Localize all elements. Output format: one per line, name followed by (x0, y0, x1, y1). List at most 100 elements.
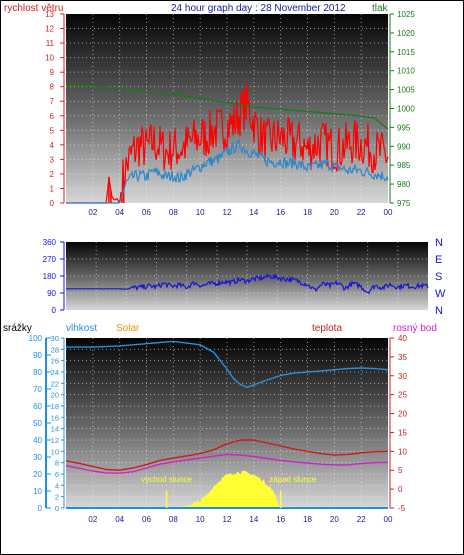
direction-tick-label: 0 (52, 306, 57, 315)
humidity-tick-label: 10 (51, 447, 59, 456)
dewpoint-axis-title: rosný bod (393, 323, 437, 334)
wind-time-tick-label: 12 (223, 208, 232, 217)
pressure-tick-label: 1000 (397, 105, 415, 114)
climate-chart: srážky vlhkost Solar teplota rosný bod 0… (3, 323, 437, 524)
climate-time-tick-label: 08 (169, 515, 178, 524)
compass-label: E (435, 254, 442, 266)
humidity-tick-label: 8 (55, 459, 59, 468)
compass-label: N (435, 305, 443, 317)
climate-time-tick-label: 12 (223, 515, 232, 524)
rain-tick-label: 80 (33, 368, 42, 377)
temperature-tick-label: 0 (398, 485, 403, 494)
rain-tick-label: 60 (33, 402, 42, 411)
humidity-tick-label: 26 (51, 357, 59, 366)
humidity-tick-label: 22 (51, 379, 59, 388)
humidity-tick-label: 28 (51, 345, 59, 354)
temperature-tick-label: 10 (398, 447, 407, 456)
wind-time-tick-label: 06 (142, 208, 151, 217)
climate-time-tick-label: 10 (196, 515, 205, 524)
climate-time-tick-label: 16 (276, 515, 285, 524)
wind-tick-label: 13 (45, 10, 54, 19)
pressure-tick-label: 980 (397, 180, 411, 189)
rain-tick-label: 20 (33, 470, 42, 479)
temperature-tick-label: 15 (398, 428, 407, 437)
wind-time-tick-label: 04 (115, 208, 124, 217)
humidity-tick-label: 18 (51, 402, 59, 411)
direction-gridlines (66, 242, 428, 310)
compass-label: W (435, 288, 446, 300)
pressure-line (65, 84, 389, 130)
wind-tick-label: 4 (50, 141, 55, 150)
humidity-tick-label: 24 (51, 368, 59, 377)
rain-tick-label: 90 (33, 351, 42, 360)
pressure-axis-title: tlak (372, 3, 389, 14)
climate-time-tick-label: 06 (142, 515, 151, 524)
humidity-tick-label: 30 (51, 334, 59, 343)
wind-pressure-chart: rychlost větru 24 hour graph day : 28 No… (4, 3, 415, 217)
pressure-tick-label: 1005 (397, 86, 415, 95)
rain-tick-label: 0 (38, 504, 43, 513)
temperature-tick-label: 30 (398, 372, 407, 381)
wind-tick-label: 7 (50, 97, 55, 106)
rain-tick-label: 10 (33, 487, 42, 496)
climate-time-tick-label: 00 (384, 515, 393, 524)
climate-gridlines (66, 338, 388, 508)
compass-label: S (435, 271, 442, 283)
rain-tick-label: 40 (33, 436, 42, 445)
rain-axis-title: srážky (3, 323, 32, 334)
wind-tick-label: 9 (50, 68, 55, 77)
wind-tick-label: 12 (45, 25, 54, 34)
pressure-tick-label: 995 (397, 123, 411, 132)
wind-time-tick-label: 02 (88, 208, 97, 217)
humidity-tick-label: 12 (51, 436, 59, 445)
direction-tick-label: 360 (43, 238, 57, 247)
climate-time-tick-label: 04 (115, 515, 124, 524)
pressure-tick-label: 985 (397, 161, 411, 170)
dewpoint-line (65, 453, 389, 474)
rain-tick-label: 70 (33, 385, 42, 394)
wind-time-tick-label: 22 (357, 208, 366, 217)
direction-tick-label: 90 (47, 289, 56, 298)
pressure-tick-label: 1010 (397, 67, 415, 76)
wind-tick-label: 10 (45, 54, 54, 63)
pressure-tick-label: 975 (397, 199, 411, 208)
climate-time-ticks: 02 04 06 08 10 12 14 16 18 20 22 00 (88, 515, 393, 524)
rain-tick-label: 50 (33, 419, 42, 428)
wind-time-tick-label: 20 (330, 208, 339, 217)
direction-series (66, 272, 429, 295)
pressure-tick-label: 990 (397, 142, 411, 151)
wind-time-tick-label: 14 (249, 208, 258, 217)
temperature-tick-label: 35 (398, 353, 407, 362)
humidity-tick-label: 0 (55, 504, 59, 513)
wind-tick-label: 5 (50, 126, 55, 135)
climate-time-tick-label: 14 (249, 515, 258, 524)
pressure-tick-label: 1015 (397, 48, 415, 57)
direction-tick-label: 180 (43, 272, 57, 281)
temperature-tick-label: -5 (398, 504, 406, 513)
temperature-tick-label: 40 (398, 334, 407, 343)
wind-tick-label: 0 (50, 199, 55, 208)
wind-time-tick-label: 00 (384, 208, 393, 217)
rain-axis-ticks: 0 10 20 30 40 50 60 70 80 90 100 (29, 334, 51, 513)
humidity-line (66, 340, 389, 388)
humidity-tick-label: 20 (51, 391, 59, 400)
wind-axis-title: rychlost větru (4, 3, 63, 14)
temperature-tick-label: 25 (398, 391, 407, 400)
temperature-tick-label: 5 (398, 466, 403, 475)
solar-area (66, 470, 388, 508)
wind-plot-background (66, 14, 388, 203)
rain-tick-label: 100 (29, 334, 43, 343)
direction-tick-label: 270 (43, 255, 57, 264)
sun-annotations: východ slunce západ slunce (141, 475, 317, 508)
wind-average-line (66, 138, 389, 204)
temperature-axis-title: teplota (312, 323, 342, 334)
direction-axis-ticks: 0 90 180 270 360 (43, 238, 65, 315)
temperature-tick-label: 20 (398, 410, 407, 419)
pressure-tick-label: 1020 (397, 29, 415, 38)
climate-time-tick-label: 22 (357, 515, 366, 524)
solar-axis-title: Solar (116, 323, 140, 334)
wind-tick-label: 3 (50, 155, 55, 164)
